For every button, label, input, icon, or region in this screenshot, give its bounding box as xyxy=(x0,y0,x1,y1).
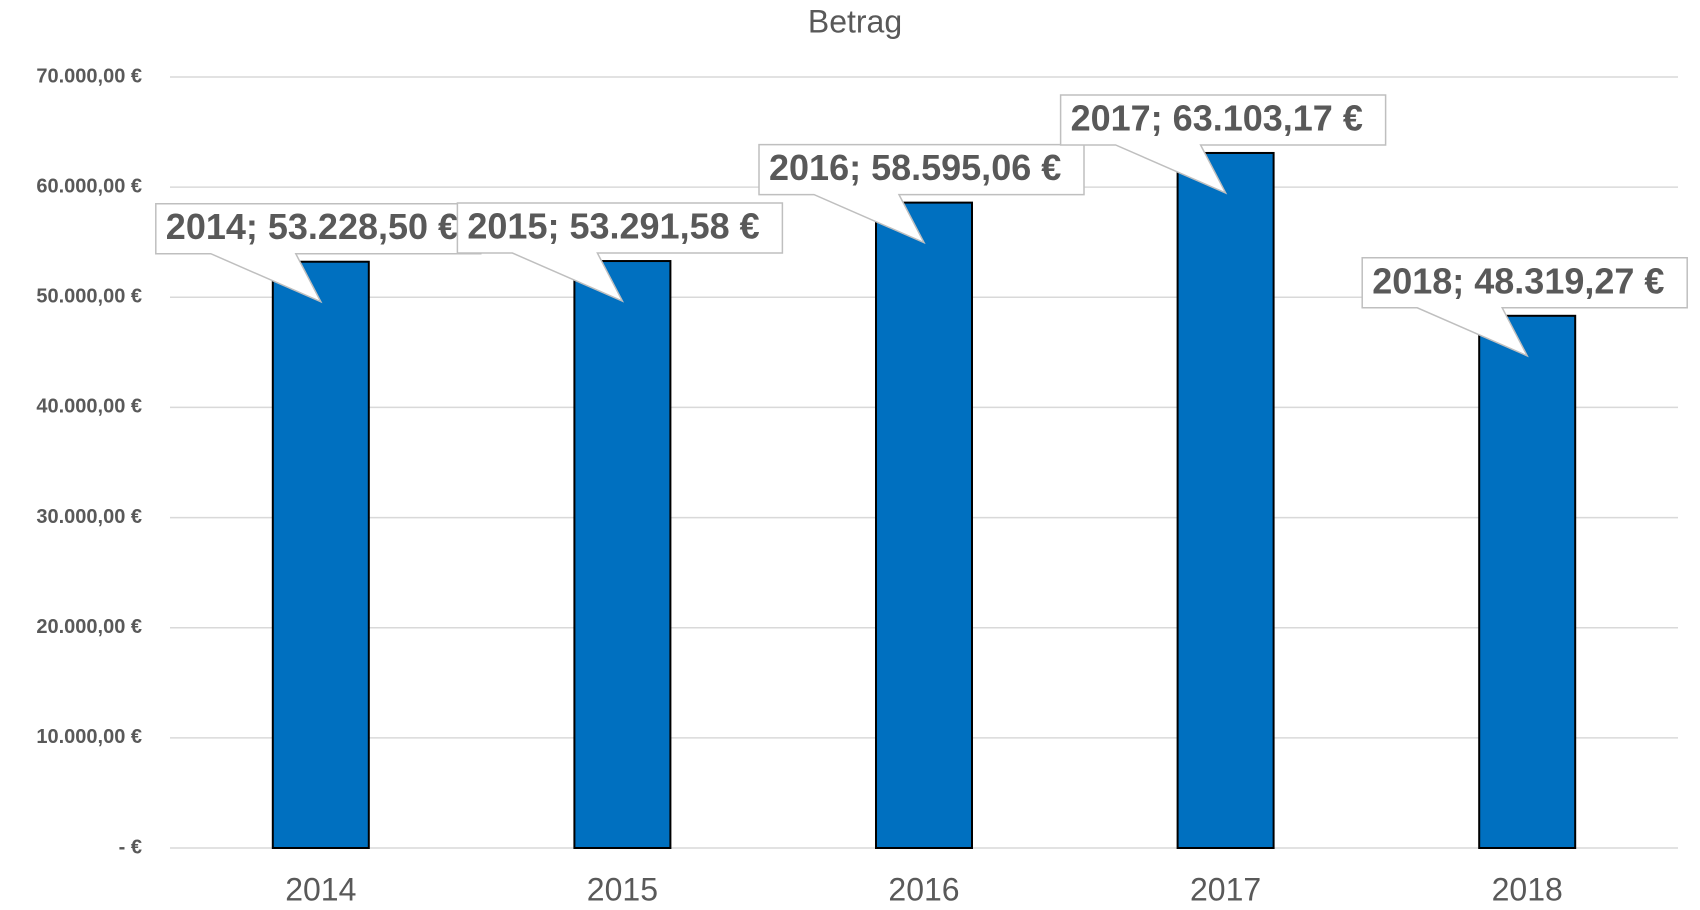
callout-box xyxy=(1059,94,1387,195)
x-tick-label: 2014 xyxy=(285,871,356,907)
y-tick-label: - € xyxy=(119,836,142,858)
y-tick-label: 60.000,00 € xyxy=(36,175,142,197)
x-tick-label: 2017 xyxy=(1190,871,1261,907)
callout-box xyxy=(456,202,784,303)
callout-box xyxy=(1361,257,1688,358)
chart-title: Betrag xyxy=(808,3,902,39)
data-label: 2016; 58.595,06 € xyxy=(769,147,1061,188)
x-tick-label: 2016 xyxy=(888,871,959,907)
bar xyxy=(1176,151,1275,849)
data-label: 2017; 63.103,17 € xyxy=(1071,97,1363,138)
data-label: 2018; 48.319,27 € xyxy=(1372,260,1664,301)
y-tick-label: 30.000,00 € xyxy=(36,506,142,528)
y-tick-label: 50.000,00 € xyxy=(36,286,142,308)
bar xyxy=(573,260,672,849)
y-tick-label: 70.000,00 € xyxy=(36,65,142,87)
data-label: 2014; 53.228,50 € xyxy=(166,206,458,247)
bar xyxy=(875,201,973,850)
x-tick-label: 2015 xyxy=(587,871,658,907)
bar xyxy=(271,260,370,850)
x-tick-label: 2018 xyxy=(1492,871,1563,907)
callout-box xyxy=(758,143,1085,245)
y-tick-label: 10.000,00 € xyxy=(36,726,142,748)
bar xyxy=(1478,314,1577,850)
y-tick-label: 40.000,00 € xyxy=(36,396,142,418)
data-label: 2015; 53.291,58 € xyxy=(467,206,759,247)
y-tick-label: 20.000,00 € xyxy=(36,616,142,638)
